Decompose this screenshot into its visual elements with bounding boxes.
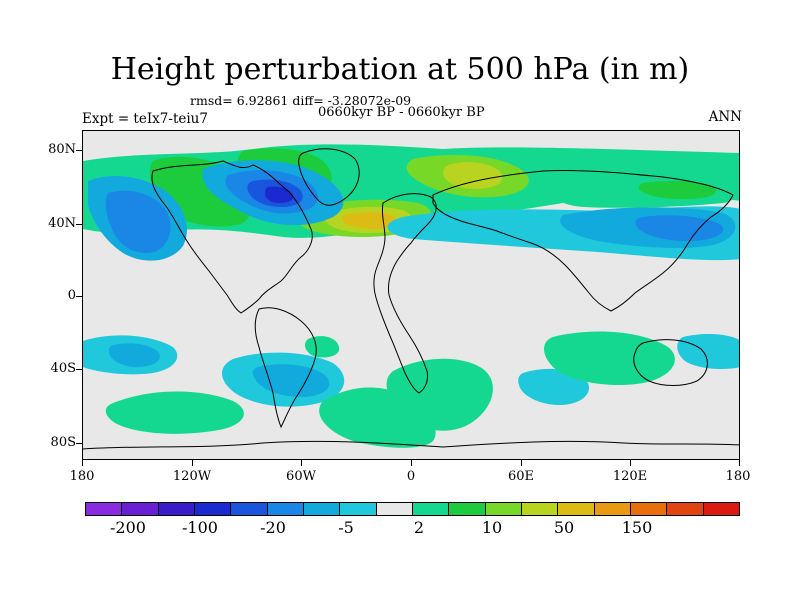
lon-tick — [411, 460, 412, 466]
colorbar-segment — [449, 503, 486, 515]
experiment-label: Expt = teIx7-teiu7 — [82, 111, 208, 127]
lon-label-120e: 120E — [612, 469, 648, 484]
greenland-coast — [298, 148, 360, 206]
south-america-coast — [254, 307, 317, 429]
contour-north-east-green-inner — [638, 180, 717, 199]
contour-north-canada-min — [265, 186, 294, 203]
colorbar-label-neg200: -200 — [110, 518, 146, 537]
colorbar-segment — [86, 503, 123, 515]
colorbar-segment — [703, 503, 739, 515]
colorbar-label-neg5: -5 — [338, 518, 354, 537]
colorbar-segment — [194, 503, 232, 515]
colorbar-label-50: 50 — [553, 518, 575, 537]
contour-south-green-small — [304, 336, 340, 358]
colorbar-segment — [231, 503, 268, 515]
lon-tick — [192, 460, 193, 466]
contour-south-pacific-darker — [108, 343, 160, 367]
colorbar-label-neg20: -20 — [260, 518, 286, 537]
colorbar-segment — [376, 503, 413, 515]
colorbar-label-2: 2 — [413, 518, 425, 537]
colorbar-label-neg100: -100 — [182, 518, 218, 537]
lon-tick — [630, 460, 631, 466]
colorbar-segment — [340, 503, 377, 515]
lat-tick — [76, 150, 82, 151]
lon-tick — [82, 460, 83, 466]
lat-label-80n: 80N — [48, 142, 76, 157]
europe-africa-coast — [373, 193, 437, 394]
lon-tick — [739, 460, 740, 466]
lat-tick — [76, 369, 82, 370]
chart-title: Height perturbation at 500 hPa (in m) — [110, 52, 690, 87]
southern-anomalies — [83, 331, 739, 448]
season-label: ANN — [708, 109, 742, 125]
rmsd-diff-stats: rmsd= 6.92861 diff= -3.28072e-09 — [190, 93, 412, 108]
lon-label-0: 0 — [406, 469, 416, 484]
colorbar-segment — [667, 503, 704, 515]
coastlines — [83, 148, 739, 450]
asia-coast — [432, 169, 734, 312]
australia-coast — [633, 339, 708, 386]
map-panel — [82, 130, 740, 460]
contour-south-green-atlantic — [386, 358, 493, 431]
colorbar-segment — [122, 503, 159, 515]
lat-label-40n: 40N — [48, 216, 76, 231]
antarctica-coast — [83, 440, 739, 450]
contour-north-asia-orange — [443, 162, 503, 189]
lat-label-80s: 80S — [50, 435, 76, 450]
lon-label-180e: 180 — [725, 469, 751, 484]
contour-south-indian-blue — [518, 368, 590, 405]
contour-north-pacific-darker — [105, 190, 171, 254]
lat-tick — [76, 296, 82, 297]
colorbar-segment — [158, 503, 195, 515]
north-america-coast — [151, 160, 313, 314]
lat-tick — [76, 443, 82, 444]
lon-label-120w: 120W — [172, 469, 212, 484]
contour-south-indian-green — [544, 331, 675, 386]
colorbar-segment — [267, 503, 304, 515]
colorbar-label-150: 150 — [621, 518, 653, 537]
contour-south-green-west — [105, 391, 244, 434]
lon-tick — [301, 460, 302, 466]
lat-label-eq: 0 — [67, 288, 76, 303]
time-period: 0660kyr BP - 0660kyr BP — [318, 105, 485, 120]
lat-tick — [76, 224, 82, 225]
colorbar — [85, 502, 740, 516]
contour-map — [83, 131, 739, 459]
colorbar-segment — [521, 503, 559, 515]
colorbar-label-10: 10 — [481, 518, 503, 537]
contour-south-east-blue — [677, 334, 739, 369]
colorbar-segment — [630, 503, 668, 515]
colorbar-segment — [412, 503, 450, 515]
colorbar-segment — [303, 503, 341, 515]
lat-label-40s: 40S — [50, 361, 76, 376]
contour-north-east-asia-dark — [635, 215, 724, 241]
lon-tick — [521, 460, 522, 466]
colorbar-segment — [485, 503, 522, 515]
lon-label-60w: 60W — [286, 469, 316, 484]
colorbar-segment — [558, 503, 595, 515]
lon-label-60e: 60E — [507, 469, 535, 484]
colorbar-segment — [594, 503, 631, 515]
lon-label-180w: 180 — [69, 469, 95, 484]
